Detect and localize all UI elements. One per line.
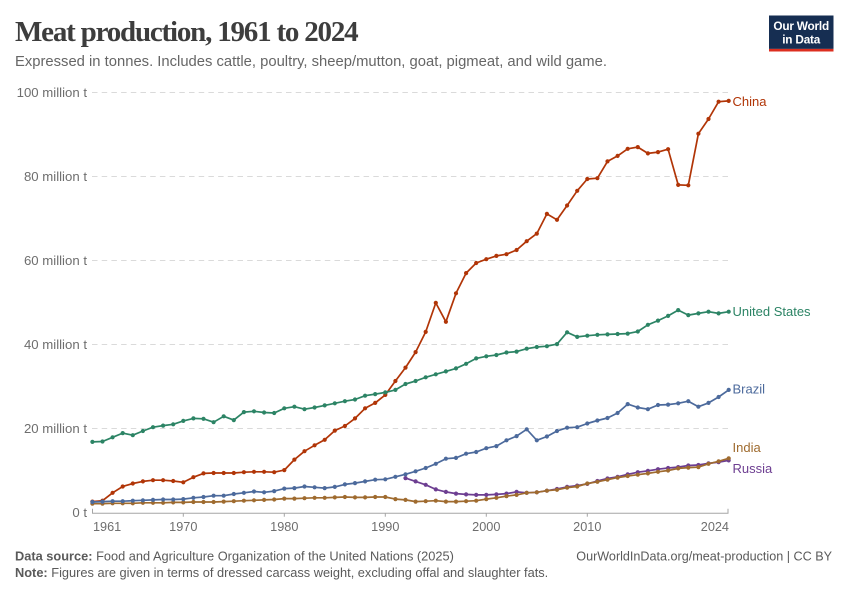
svg-text:0 t: 0 t — [72, 505, 87, 520]
svg-text:Data source: Food and Agricult: Data source: Food and Agriculture Organi… — [15, 549, 454, 564]
svg-text:1990: 1990 — [371, 520, 399, 534]
svg-text:Our World: Our World — [773, 19, 829, 33]
svg-text:1961: 1961 — [93, 520, 121, 534]
svg-text:Brazil: Brazil — [733, 382, 766, 397]
svg-text:40 million t: 40 million t — [24, 337, 87, 352]
svg-text:Russia: Russia — [733, 461, 774, 476]
svg-text:100 million t: 100 million t — [17, 85, 88, 100]
svg-text:China: China — [733, 94, 768, 109]
svg-text:60 million t: 60 million t — [24, 253, 87, 268]
svg-text:India: India — [733, 440, 762, 455]
svg-text:OurWorldInData.org/meat-produc: OurWorldInData.org/meat-production | CC … — [576, 550, 832, 564]
svg-text:in Data: in Data — [782, 33, 821, 47]
svg-text:Note: Figures are given in ter: Note: Figures are given in terms of dres… — [15, 565, 548, 580]
svg-text:Expressed in tonnes. Includes: Expressed in tonnes. Includes cattle, po… — [15, 54, 607, 70]
svg-text:1980: 1980 — [270, 520, 298, 534]
svg-text:1970: 1970 — [169, 520, 197, 534]
svg-text:United States: United States — [733, 304, 812, 319]
svg-text:80 million t: 80 million t — [24, 169, 87, 184]
svg-text:2000: 2000 — [472, 520, 500, 534]
svg-text:2024: 2024 — [701, 520, 729, 534]
svg-text:2010: 2010 — [573, 520, 601, 534]
svg-text:Meat production, 1961 to 2024: Meat production, 1961 to 2024 — [15, 16, 358, 48]
svg-text:20 million t: 20 million t — [24, 421, 87, 436]
